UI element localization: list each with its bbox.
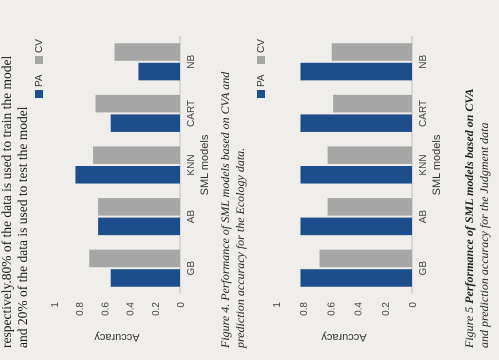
x-tick-label: NB <box>418 55 429 69</box>
bar-cv-cart <box>95 94 180 113</box>
bar-cv-ab <box>98 198 180 216</box>
x-tick-label: CART <box>418 100 429 127</box>
legend-label-cv: CV <box>34 39 45 53</box>
bar-cv-gb <box>89 249 180 268</box>
figure-5-caption-line-1: Figure 5 Performance of SML models based… <box>462 88 476 348</box>
y-tick-label: 0.2 <box>381 302 392 316</box>
bar-pa-nb <box>138 62 180 81</box>
bar-pa-ab <box>300 217 412 236</box>
x-tick-label: CART <box>186 100 197 127</box>
x-tick-label: AB <box>186 210 197 224</box>
y-tick-label: 0.6 <box>326 302 337 316</box>
y-tick-label: 0 <box>176 302 187 308</box>
legend-swatch-pa <box>257 90 265 98</box>
x-axis-label: SML models <box>199 134 211 195</box>
y-tick-label: 0.4 <box>354 302 365 316</box>
bar-cv-ab <box>327 198 412 216</box>
x-tick-label: NB <box>186 55 197 69</box>
bar-cv-nb <box>331 43 412 61</box>
bar-pa-gb <box>300 269 412 287</box>
y-tick-label: 1 <box>50 302 61 308</box>
y-tick-label: 0.6 <box>100 302 111 316</box>
y-tick-label: 0.8 <box>299 302 310 316</box>
bar-cv-knn <box>93 146 181 164</box>
x-tick-label: GB <box>418 261 429 276</box>
x-tick-label: KNN <box>186 154 197 175</box>
body-text-line-1: respectively.80% of the data is used to … <box>0 55 14 348</box>
chart-0-plot: Accuracy 0 0.2 0.4 0.6 0.8 1 GB AB KNN CART NB SML m… <box>34 36 211 343</box>
bar-pa-cart <box>110 114 180 132</box>
legend-label-cv: CV <box>256 39 267 53</box>
legend-swatch-cv <box>35 56 43 64</box>
legend-label-pa: PA <box>34 74 45 87</box>
bar-pa-nb <box>300 62 412 81</box>
bar-pa-ab <box>98 217 180 236</box>
y-axis-label: Accuracy <box>321 331 367 343</box>
bar-pa-knn <box>75 166 180 184</box>
y-tick-label: 1 <box>272 302 283 308</box>
figure-4-caption-line-2: prediction accuracy for the Ecology data… <box>233 147 247 348</box>
y-tick-label: 0.8 <box>75 302 86 316</box>
body-text-line-2: and 20% of the data is used to test the … <box>15 106 30 348</box>
bar-cv-nb <box>114 43 180 61</box>
figure-5-chart: Accuracy 0 0.2 0.4 0.6 0.8 1 GB AB KNN CART NB SML m… <box>256 36 443 343</box>
figure-5-caption-title: Performance of SML models based on CVA <box>462 88 476 304</box>
x-tick-label: KNN <box>418 154 429 175</box>
legend-swatch-pa <box>35 90 43 98</box>
legend-label-pa: PA <box>256 74 267 87</box>
bar-cv-gb <box>319 249 413 268</box>
x-axis-label: SML models <box>431 134 443 195</box>
figure-4-chart: Accuracy 0 0.2 0.4 0.6 0.8 1 GB AB KNN CART NB SML m… <box>34 36 211 343</box>
bar-pa-knn <box>300 166 412 184</box>
bar-pa-gb <box>110 269 180 287</box>
bar-cv-cart <box>333 94 412 113</box>
y-tick-label: 0.2 <box>151 302 162 316</box>
figure-5-caption-line-2: and prediction accuracy for the Judgment… <box>477 122 491 348</box>
x-tick-label: AB <box>418 210 429 224</box>
y-axis-label: Accuracy <box>94 331 140 343</box>
y-tick-label: 0.4 <box>126 302 137 316</box>
figure-4-caption-line-1: Figure 4. Performance of SML models base… <box>218 71 232 348</box>
chart-1-plot: Accuracy 0 0.2 0.4 0.6 0.8 1 GB AB KNN CART NB SML m… <box>256 36 443 343</box>
figure-5-caption-prefix: Figure 5 <box>462 303 476 348</box>
y-tick-label: 0 <box>408 302 419 308</box>
x-tick-label: GB <box>186 261 197 276</box>
bar-pa-cart <box>300 114 412 132</box>
bar-cv-knn <box>327 146 412 164</box>
legend-swatch-cv <box>257 56 265 64</box>
